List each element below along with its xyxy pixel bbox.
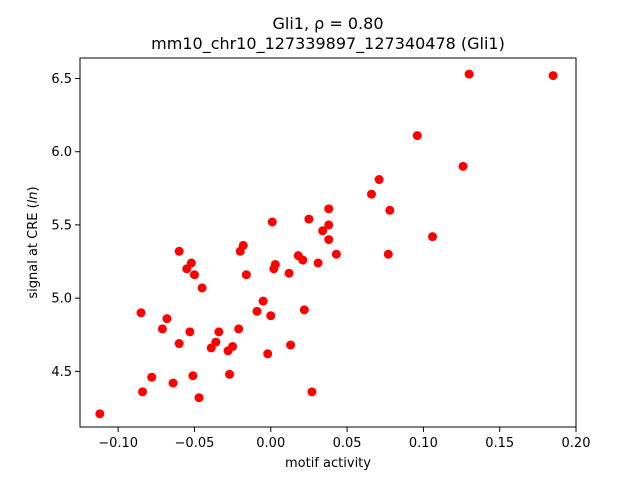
data-point-34 bbox=[286, 340, 296, 350]
data-point-52 bbox=[458, 161, 468, 171]
x-tick-label-6: 0.20 bbox=[562, 436, 591, 451]
data-point-36 bbox=[298, 255, 308, 265]
x-tick-label-4: 0.10 bbox=[409, 436, 438, 451]
data-point-25 bbox=[241, 270, 251, 280]
data-point-7 bbox=[174, 246, 184, 256]
chart-title-line1: Gli1, ρ = 0.80 bbox=[273, 14, 384, 33]
x-axis-label: motif activity bbox=[285, 456, 371, 471]
y-tick-label-1: 5.0 bbox=[51, 292, 72, 307]
y-axis-label: signal at CRE (ln) bbox=[26, 186, 41, 298]
data-point-5 bbox=[162, 314, 172, 324]
data-point-26 bbox=[252, 306, 262, 316]
data-point-39 bbox=[307, 387, 317, 397]
chart-title-line2: mm10_chr10_127339897_127340478 (Gli1) bbox=[151, 34, 505, 54]
data-point-28 bbox=[263, 349, 273, 359]
data-point-42 bbox=[324, 204, 334, 214]
data-point-12 bbox=[188, 371, 198, 381]
data-point-54 bbox=[548, 71, 558, 81]
data-point-18 bbox=[214, 327, 224, 337]
data-point-32 bbox=[270, 259, 280, 269]
data-point-1 bbox=[136, 308, 146, 318]
x-tick-label-1: −0.05 bbox=[175, 436, 215, 451]
data-point-8 bbox=[174, 339, 184, 349]
data-point-48 bbox=[383, 249, 393, 259]
data-point-37 bbox=[299, 305, 309, 315]
y-tick-label-0: 4.5 bbox=[51, 365, 72, 380]
data-point-20 bbox=[225, 369, 235, 379]
data-point-6 bbox=[168, 378, 178, 388]
data-point-41 bbox=[318, 226, 328, 236]
data-point-30 bbox=[267, 217, 277, 227]
data-point-29 bbox=[266, 311, 276, 321]
data-point-38 bbox=[304, 214, 314, 224]
data-point-53 bbox=[464, 69, 474, 79]
data-point-17 bbox=[211, 337, 221, 347]
data-point-3 bbox=[147, 372, 157, 382]
y-axis-label-prefix: signal at CRE ( bbox=[26, 203, 41, 298]
data-point-2 bbox=[138, 387, 148, 397]
data-point-27 bbox=[258, 296, 268, 306]
data-point-44 bbox=[324, 235, 334, 245]
data-point-10 bbox=[185, 327, 195, 337]
data-point-43 bbox=[324, 220, 334, 230]
data-point-22 bbox=[234, 324, 244, 334]
data-point-49 bbox=[385, 205, 395, 215]
data-point-13 bbox=[189, 270, 199, 280]
y-tick-label-2: 5.5 bbox=[51, 218, 72, 233]
data-point-46 bbox=[367, 189, 376, 199]
points-layer bbox=[95, 69, 558, 419]
y-axis-ticks: 4.5 5.0 5.5 6.0 6.5 bbox=[51, 72, 80, 380]
data-point-33 bbox=[284, 268, 294, 278]
x-axis-ticks: −0.10 −0.05 0.00 0.05 0.10 0.15 0.20 bbox=[98, 427, 590, 451]
data-point-24 bbox=[238, 240, 248, 250]
data-point-51 bbox=[428, 232, 438, 242]
x-tick-label-3: 0.05 bbox=[333, 436, 362, 451]
x-tick-label-0: −0.10 bbox=[98, 436, 138, 451]
data-point-15 bbox=[197, 283, 207, 293]
y-tick-label-4: 6.5 bbox=[51, 72, 72, 87]
data-point-45 bbox=[331, 249, 341, 259]
data-point-21 bbox=[228, 341, 238, 351]
plot-frame bbox=[79, 57, 577, 428]
x-tick-label-2: 0.00 bbox=[256, 436, 285, 451]
y-axis-label-suffix: ) bbox=[26, 186, 41, 191]
data-point-0 bbox=[95, 409, 105, 419]
x-tick-label-5: 0.15 bbox=[485, 436, 514, 451]
data-point-11 bbox=[186, 258, 196, 268]
data-point-50 bbox=[412, 131, 422, 141]
data-point-47 bbox=[374, 175, 384, 185]
data-point-14 bbox=[194, 393, 204, 403]
y-tick-label-3: 6.0 bbox=[51, 145, 72, 160]
data-point-40 bbox=[313, 258, 323, 268]
y-axis-label-italic: ln bbox=[26, 191, 41, 203]
data-point-4 bbox=[157, 324, 167, 334]
